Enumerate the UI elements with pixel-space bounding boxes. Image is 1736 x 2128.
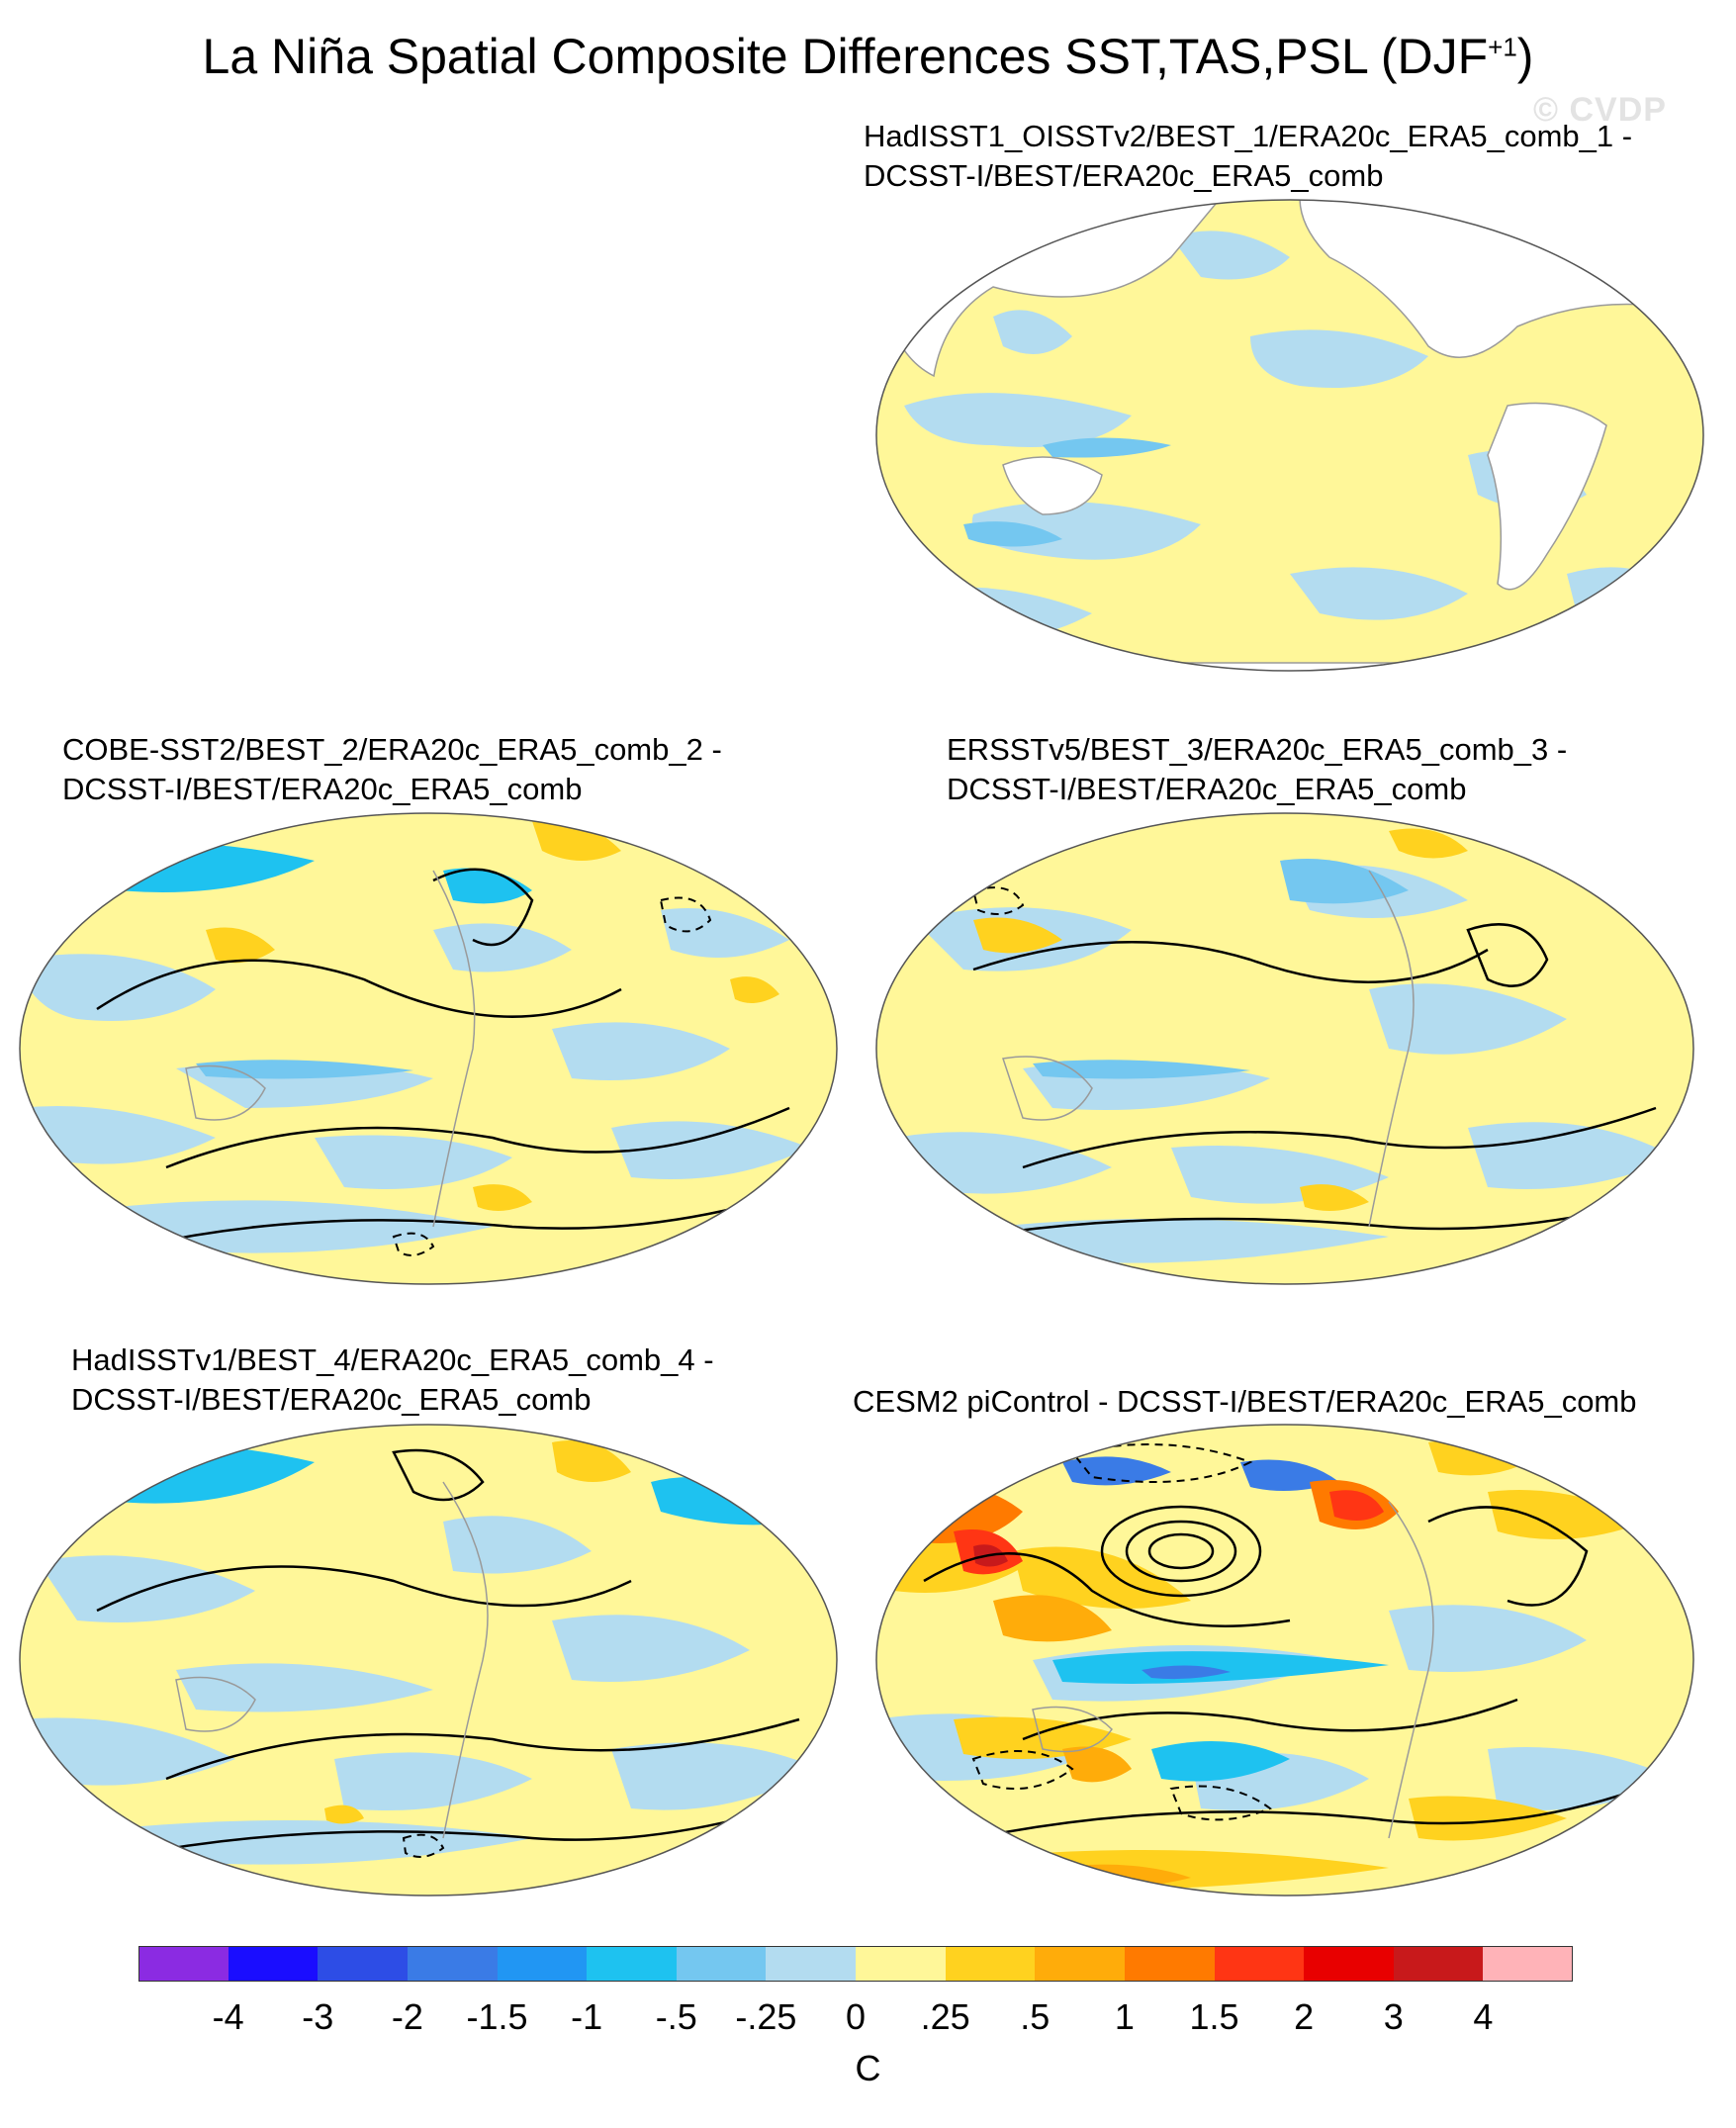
colorbar-tick-label: 1.5	[1189, 1996, 1239, 2037]
panel-2-map	[19, 812, 838, 1285]
panel-5-title: CESM2 piControl - DCSST-I/BEST/ERA20c_ER…	[853, 1384, 1637, 1419]
psl-contours	[96, 1448, 810, 1860]
colorbar-swatch	[766, 1946, 856, 1982]
psl-contours	[923, 1505, 1667, 1840]
colorbar-swatch	[228, 1946, 319, 1982]
colorbar-tick-label: 4	[1473, 1996, 1494, 2037]
coastlines	[1032, 1501, 1434, 1839]
colorbar-swatch	[587, 1946, 677, 1982]
colorbar-tick-label: 3	[1383, 1996, 1404, 2037]
colorbar-tick-label: 2	[1294, 1996, 1315, 2037]
colorbar-swatch	[1214, 1946, 1305, 1982]
colorbar-tick-label: -.5	[655, 1996, 697, 2037]
colorbar-tick-label: .25	[920, 1996, 970, 2037]
panel-1-map	[875, 199, 1704, 672]
cooler-anomaly-regions	[963, 437, 1171, 547]
colorbar-swatch	[945, 1946, 1036, 1982]
panel-3-map	[875, 812, 1694, 1285]
colorbar-ticks: -4 -3 -2 -1.5 -1 -.5 -.25 0 .25 .5 1 1.5 2 3 4	[138, 1996, 1573, 2040]
coastlines	[185, 870, 476, 1228]
colorbar-swatch	[318, 1946, 408, 1982]
colorbar-swatch	[1483, 1946, 1573, 1982]
colorbar-tick-label: -1	[571, 1996, 603, 2037]
colorbar-tick-label: -2	[391, 1996, 423, 2037]
warm-anomaly-regions	[206, 819, 779, 1211]
colorbar-swatch	[407, 1946, 498, 1982]
panel-1-title: HadISST1_OISSTv2/BEST_1/ERA20c_ERA5_comb…	[864, 119, 1633, 193]
cvdp-watermark: © CVDP	[1533, 91, 1667, 129]
colorbar-tick-label: 1	[1114, 1996, 1135, 2037]
colorbar-tick-label: -3	[302, 1996, 334, 2037]
panel-3-title: ERSSTv5/BEST_3/ERA20c_ERA5_comb_3 - DCSST…	[947, 732, 1568, 806]
psl-contours	[972, 923, 1667, 1239]
colorbar-tick-label: -1.5	[466, 1996, 528, 2037]
colorbar-swatch	[138, 1946, 228, 1982]
panel-4-title: HadISSTv1/BEST_4/ERA20c_ERA5_comb_4 - DCS…	[71, 1342, 714, 1417]
colder-anomaly-regions	[1062, 1456, 1339, 1680]
colorbar-swatch	[1124, 1946, 1215, 1982]
colorbar-swatch	[676, 1946, 767, 1982]
colorbar-tick-label: 0	[845, 1996, 867, 2037]
coastlines	[1002, 870, 1415, 1228]
warm-anomaly-regions	[324, 1440, 631, 1824]
colorbar-swatch	[1304, 1946, 1394, 1982]
panel-2-title: COBE-SST2/BEST_2/ERA20c_ERA5_comb_2 - DCS…	[62, 732, 722, 806]
colorbar-unit: C	[855, 2048, 881, 2088]
panel-5-map	[875, 1424, 1694, 1897]
colorbar	[138, 1946, 1573, 1982]
colorbar-swatch	[1393, 1946, 1484, 1982]
figure-title: La Niña Spatial Composite Differences SS…	[202, 29, 1534, 84]
colorbar-tick-label: -.25	[735, 1996, 797, 2037]
coastlines	[175, 1481, 489, 1839]
colorbar-swatch	[856, 1946, 946, 1982]
psl-contours	[96, 868, 810, 1249]
colorbar-swatch	[1035, 1946, 1125, 1982]
colorbar-swatch	[497, 1946, 588, 1982]
cold-anomaly-regions	[1052, 1651, 1389, 1782]
panel-4-map	[19, 1424, 838, 1897]
colorbar-tick-label: -4	[212, 1996, 244, 2037]
cool-anomaly-regions	[20, 908, 809, 1253]
cooler-anomaly-regions	[1033, 859, 1409, 1079]
colorbar-tick-label: .5	[1020, 1996, 1051, 2037]
warm-anomaly-regions	[973, 828, 1468, 1211]
